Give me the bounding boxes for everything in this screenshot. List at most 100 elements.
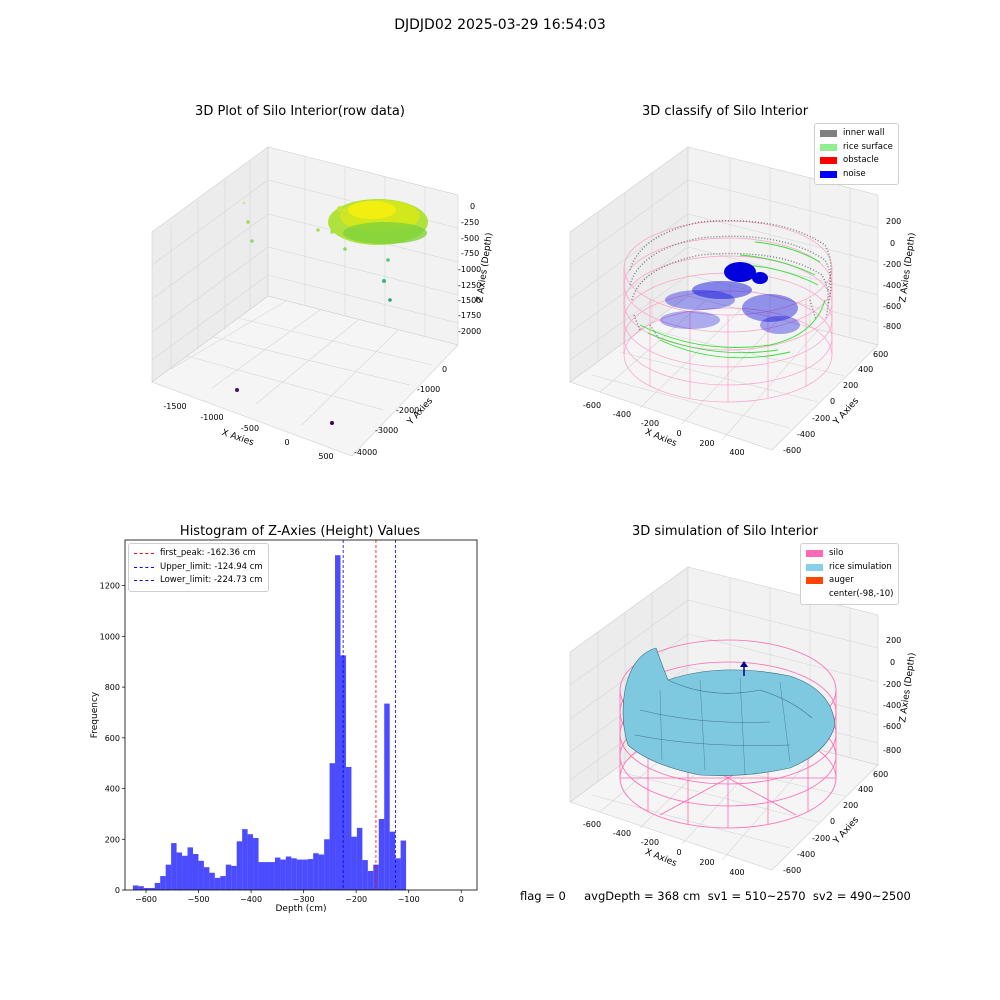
svg-text:-500: -500 [241, 424, 259, 433]
histogram-bar [143, 887, 150, 890]
legend-item-inner-wall: inner wall [820, 127, 893, 141]
x-tick-label: 0 [459, 895, 464, 904]
legend-line-blue [134, 566, 154, 568]
histogram-bar [165, 864, 172, 890]
histogram-bar [324, 839, 330, 890]
histogram-bar [138, 886, 144, 890]
histogram-bar [378, 818, 385, 890]
svg-text:400: 400 [858, 365, 873, 374]
legend-swatch [806, 563, 823, 571]
histogram-bar [356, 827, 363, 890]
svg-text:0: 0 [676, 848, 681, 857]
legend-line-red [134, 553, 154, 555]
classify-y-label: Y Axies [831, 396, 861, 428]
histogram-bar [132, 885, 139, 890]
svg-text:600: 600 [873, 350, 888, 359]
classify-3d-axes: -600 -400 -200 0 200 400 X Axies -600 -4… [569, 146, 918, 457]
svg-text:-200: -200 [812, 414, 830, 423]
histogram-bar [160, 876, 166, 890]
histogram-bar [253, 838, 259, 890]
legend-item-rice-surface: rice surface [820, 141, 893, 155]
legend-item-auger: auger [806, 574, 893, 588]
classify-x-ticks: -600 -400 -200 0 200 400 [583, 401, 745, 457]
histogram-bar [182, 855, 188, 890]
svg-text:-600: -600 [883, 722, 901, 731]
histogram-bar [280, 859, 286, 890]
x-tick-label: −300 [293, 895, 315, 904]
histogram-reference-lines [342, 540, 396, 890]
histogram-bar [242, 829, 248, 890]
svg-text:-1500: -1500 [458, 296, 481, 305]
svg-text:400: 400 [729, 448, 744, 457]
svg-text:-200: -200 [641, 419, 659, 428]
histogram-bar [149, 887, 155, 890]
legend-swatch [820, 170, 837, 178]
histogram-bar [302, 859, 308, 890]
histogram-bar [192, 853, 199, 890]
y-tick-label: 800 [105, 683, 120, 692]
classify-rice-surface [639, 241, 826, 359]
histogram-bar [291, 858, 297, 890]
histogram-bar [395, 858, 401, 890]
svg-text:-1000: -1000 [458, 265, 481, 274]
svg-text:-400: -400 [613, 829, 631, 838]
histogram-bar [225, 864, 232, 890]
svg-text:200: 200 [886, 217, 901, 226]
histogram-bar [389, 831, 396, 890]
svg-text:200: 200 [843, 801, 858, 810]
svg-text:-600: -600 [783, 446, 801, 455]
legend-item-lower-limit: Lower_limit: -224.73 cm [134, 574, 263, 588]
histogram-bar [335, 555, 341, 890]
histogram-bar [318, 854, 325, 890]
y-tick-label: 1000 [100, 632, 120, 641]
svg-text:-600: -600 [783, 866, 801, 875]
legend-swatch [806, 590, 823, 598]
histogram-bar [367, 870, 374, 890]
legend-line-blue [134, 580, 154, 582]
simulation-3d-axes: -600 -400 -200 0 200 400 X Axies -600 -4… [569, 566, 918, 877]
svg-text:-3000: -3000 [375, 426, 398, 435]
y-tick-label: 1200 [100, 582, 120, 591]
histogram-x-label: Depth (cm) [275, 904, 326, 914]
raw-point-cloud [235, 199, 428, 425]
classify-silo-wireframe [623, 220, 833, 403]
svg-text:0: 0 [442, 365, 447, 374]
svg-text:600: 600 [873, 770, 888, 779]
raw-x-ticks: -1500 -1000 -500 0 500 [163, 402, 333, 461]
svg-text:400: 400 [858, 785, 873, 794]
histogram-y-ticks: 0 200 400 600 800 1000 1200 [100, 582, 125, 895]
histogram-bar [285, 856, 292, 890]
legend-item-silo: silo [806, 547, 893, 561]
legend-swatch [820, 143, 837, 151]
svg-text:400: 400 [729, 868, 744, 877]
raw-plot-title: 3D Plot of Silo Interior(row data) [195, 104, 405, 119]
histogram-bar [307, 859, 314, 890]
svg-text:-200: -200 [883, 260, 901, 269]
svg-text:-600: -600 [583, 401, 601, 410]
svg-text:-800: -800 [883, 746, 901, 755]
histogram-x-ticks: −600 −500 −400 −300 −200 −100 0 [135, 890, 464, 904]
svg-text:-500: -500 [461, 234, 479, 243]
y-tick-label: 0 [115, 886, 120, 895]
histogram-bar [247, 834, 254, 890]
histogram-bar [329, 763, 336, 890]
svg-text:0: 0 [890, 239, 895, 248]
svg-text:200: 200 [699, 858, 714, 867]
svg-text:-400: -400 [797, 850, 815, 859]
x-tick-label: −200 [345, 895, 367, 904]
svg-text:-600: -600 [883, 302, 901, 311]
svg-text:-4000: -4000 [354, 448, 377, 457]
svg-text:-2000: -2000 [458, 327, 481, 336]
svg-text:200: 200 [843, 381, 858, 390]
status-line: flag = 0 avgDepth = 368 cm sv1 = 510~257… [520, 889, 911, 903]
classify-noise [660, 262, 800, 334]
histogram-bar [313, 853, 319, 890]
svg-text:0: 0 [470, 202, 475, 211]
classify-z-ticks: 200 0 -200 -400 -600 -800 [883, 217, 901, 331]
svg-text:0: 0 [890, 658, 895, 667]
svg-text:0: 0 [676, 429, 681, 438]
simulation-z-ticks: 200 0 -200 -400 -600 -800 [883, 636, 901, 755]
histogram-bar [264, 862, 270, 890]
x-tick-label: −500 [188, 895, 210, 904]
rice-simulation-surface [622, 647, 836, 776]
